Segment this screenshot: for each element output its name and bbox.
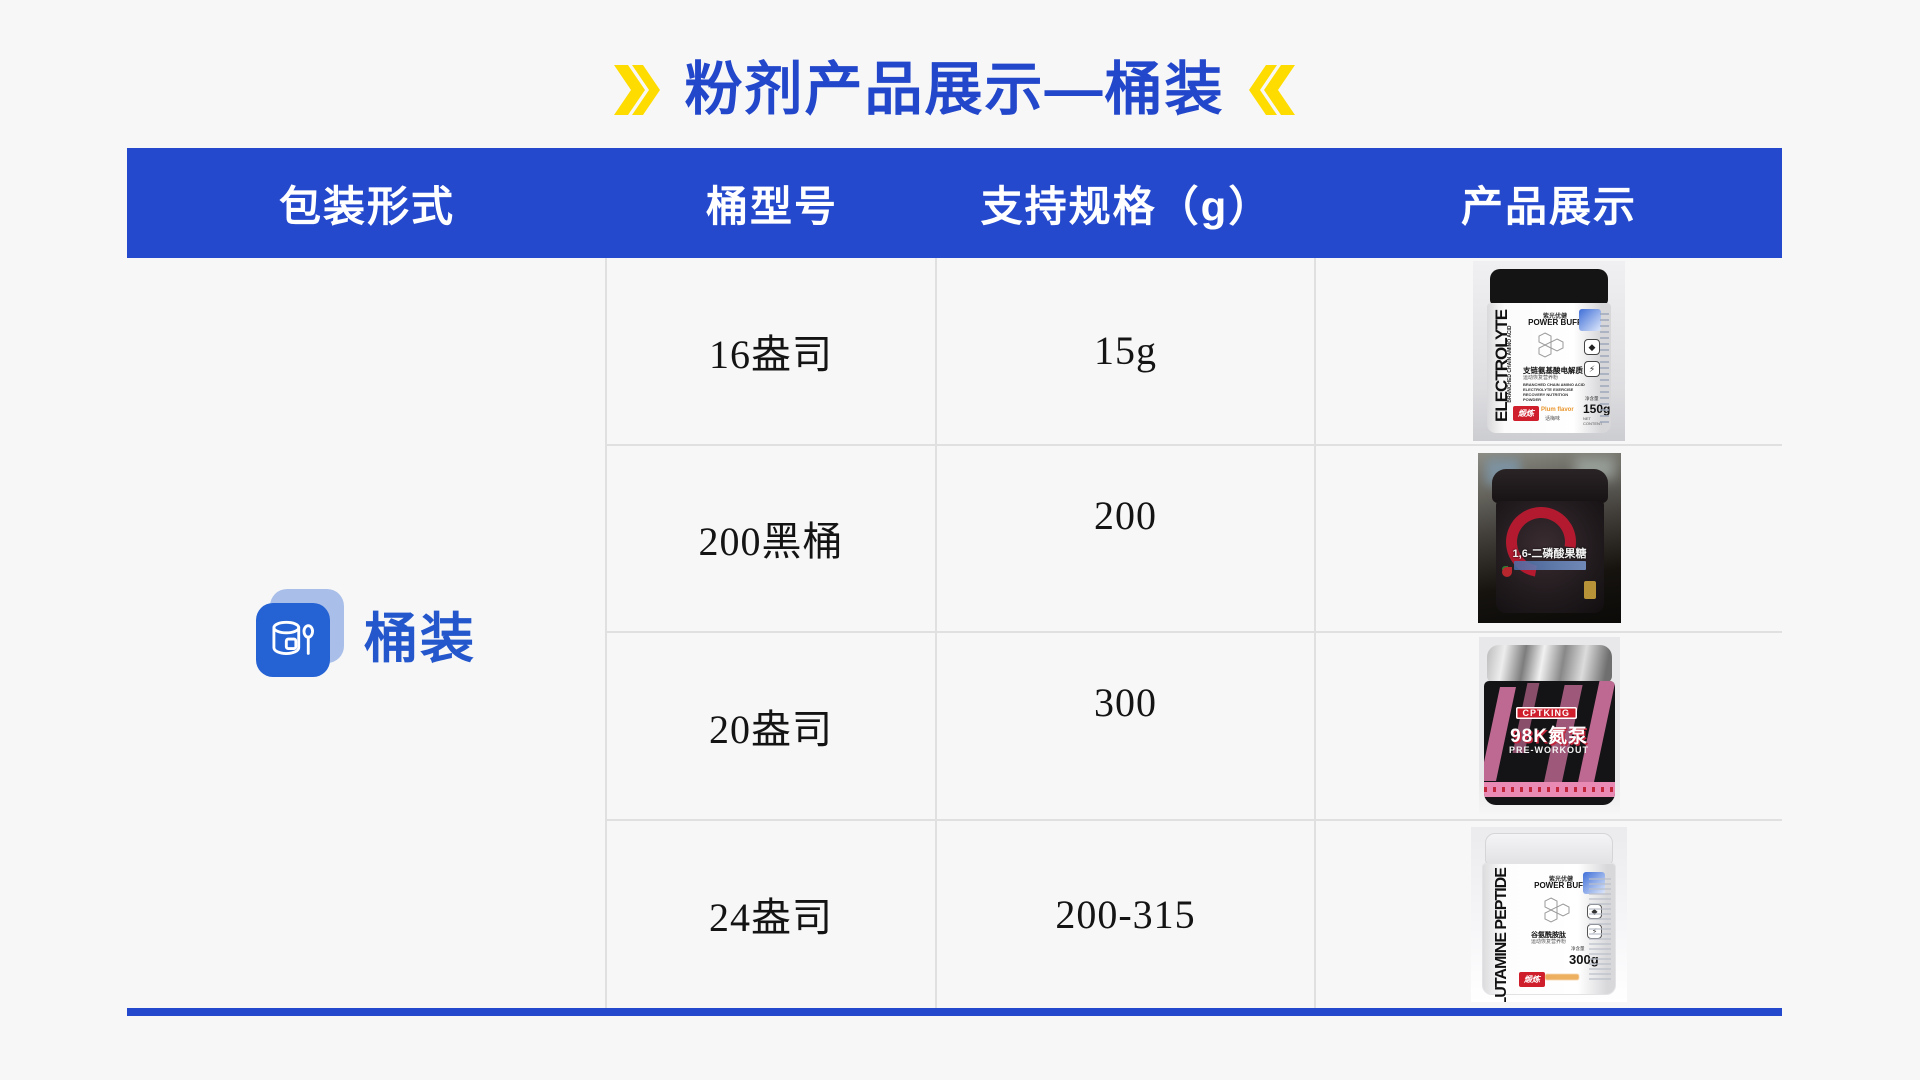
weight-label: 净含量 <box>1571 945 1585 951</box>
weight-sub: NET CONTENT <box>1583 415 1603 426</box>
brand-badge: 煅炼 <box>1519 971 1545 987</box>
product-photo-preworkout: CPTKING 98K氮泵 PRE-WORKOUT <box>1478 637 1620 815</box>
page-title: 粉剂产品展示—桶装 <box>684 57 1225 122</box>
product-photo-glutamine: GLUTAMINE PEPTIDE 紫光优健 POWER BUFF 谷氨酰胺肽 … <box>1471 826 1627 1002</box>
flavor-text-blur <box>1545 973 1579 980</box>
product-subname: PRE-WORKOUT <box>1509 745 1589 756</box>
feature-icon: ◆ <box>1584 338 1600 355</box>
product-name-cn: 支链氨基酸电解质 <box>1523 365 1583 375</box>
pink-band <box>1483 782 1615 798</box>
brand-cn: 紫光优健 <box>1548 876 1573 883</box>
flavor-label: Plum flavor <box>1541 406 1574 413</box>
side-text-texture <box>1600 312 1609 423</box>
tub-lid <box>1491 469 1608 504</box>
product-cell: 1,6-二磷酸果糖 <box>1316 446 1782 633</box>
package-form-label: 桶装 <box>364 608 476 669</box>
spec-value: 200 <box>1094 492 1157 538</box>
bucket-icon-tile <box>256 603 330 677</box>
tub-lid <box>1485 832 1613 865</box>
barrel-model-value: 24盎司 <box>709 895 833 941</box>
brand-name: POWER BUFF <box>1534 880 1588 890</box>
product-cell: CPTKING 98K氮泵 PRE-WORKOUT <box>1316 633 1782 821</box>
table-header-row: 包装形式 桶型号 支持规格（g） 产品展示 <box>127 148 1782 258</box>
brand-badge: CPTKING <box>1515 707 1577 720</box>
spec-cell: 200 <box>937 445 1316 633</box>
tub-label: 1,6-二磷酸果糖 <box>1495 501 1604 614</box>
double-chevron-right-icon <box>610 64 662 116</box>
spec-value: 200-315 <box>1055 891 1196 937</box>
hexagon-motif-icon <box>1544 897 1570 923</box>
product-desc: BRANCHED CHAIN AMINO ACID ELECTROLYTE EX… <box>1523 381 1585 403</box>
flavor-label-cn: 话梅味 <box>1545 415 1561 422</box>
spec-cell: 200-315 <box>937 820 1316 1008</box>
package-form-cell: 桶装 <box>127 258 607 1008</box>
hexagon-motif-icon <box>1538 332 1564 358</box>
product-subname-cn: 运动恢复营养粉 <box>1523 374 1559 381</box>
brand-badge: 煅炼 <box>1513 405 1539 421</box>
spec-cell: 15g <box>937 258 1316 446</box>
header-product-display: 产品展示 <box>1460 182 1637 230</box>
product-cell: GLUTAMINE PEPTIDE 紫光优健 POWER BUFF 谷氨酰胺肽 … <box>1316 821 1782 1009</box>
table-body: 桶装 16盎司 15g ELECTROLYTE BRANCHED CHAIN A… <box>127 258 1782 1008</box>
barrel-model-value: 200黑桶 <box>698 519 844 565</box>
barrel-model-cell: 200黑桶 <box>607 445 937 633</box>
spec-value: 300 <box>1094 680 1157 726</box>
product-cell: ELECTROLYTE BRANCHED CHAIN AMINO ACID 紫光… <box>1316 258 1782 446</box>
spec-cell: 300 <box>937 633 1316 821</box>
cert-tag-icon <box>1579 308 1601 331</box>
side-text-texture <box>1589 877 1611 982</box>
tub-lid <box>1490 268 1608 305</box>
product-subname-cn: 运动恢复营养粉 <box>1531 938 1567 945</box>
gold-sticker <box>1583 581 1596 600</box>
spec-value: 15g <box>1094 328 1157 374</box>
product-name: 98K氮泵 <box>1510 726 1588 748</box>
product-name-cn: 1,6-二磷酸果糖 <box>1512 548 1587 561</box>
product-table: 包装形式 桶型号 支持规格（g） 产品展示 <box>127 148 1782 1016</box>
barrel-model-cell: 24盎司 <box>607 820 937 1008</box>
header-package-form: 包装形式 <box>278 182 455 230</box>
bucket-icon <box>256 589 344 677</box>
barrel-model-cell: 20盎司 <box>607 633 937 821</box>
tub-chrome-lid <box>1486 645 1612 684</box>
product-subname-vertical: BRANCHED CHAIN AMINO ACID <box>1507 325 1513 403</box>
tub-label: ELECTROLYTE BRANCHED CHAIN AMINO ACID 紫光… <box>1487 302 1611 433</box>
energy-icon: ⚡ <box>1584 360 1600 377</box>
brand-cn: 紫光优健 <box>1542 313 1567 320</box>
double-chevron-left-icon <box>1247 64 1299 116</box>
page-title-row: 粉剂产品展示—桶装 <box>127 48 1782 132</box>
weight-label: 净含量 <box>1585 395 1599 401</box>
header-barrel-model: 桶型号 <box>705 182 838 230</box>
product-name-cn: 谷氨酰胺肽 <box>1531 931 1566 939</box>
fruit-graphic <box>1501 567 1512 578</box>
table-bottom-rule <box>127 1008 1782 1016</box>
barrel-model-cell: 16盎司 <box>607 258 937 446</box>
brand-name: POWER BUFF <box>1528 317 1582 327</box>
barrel-model-value: 16盎司 <box>709 331 833 377</box>
tub-label: GLUTAMINE PEPTIDE 紫光优健 POWER BUFF 谷氨酰胺肽 … <box>1482 862 1616 1002</box>
product-photo-electrolyte: ELECTROLYTE BRANCHED CHAIN AMINO ACID 紫光… <box>1473 260 1625 441</box>
barrel-model-value: 20盎司 <box>709 706 833 752</box>
tub-label: CPTKING 98K氮泵 PRE-WORKOUT <box>1483 681 1615 806</box>
header-spec: 支持规格（g） <box>980 182 1273 230</box>
label-strip <box>1513 561 1586 571</box>
product-photo-black-tub: 1,6-二磷酸果糖 <box>1477 453 1621 624</box>
